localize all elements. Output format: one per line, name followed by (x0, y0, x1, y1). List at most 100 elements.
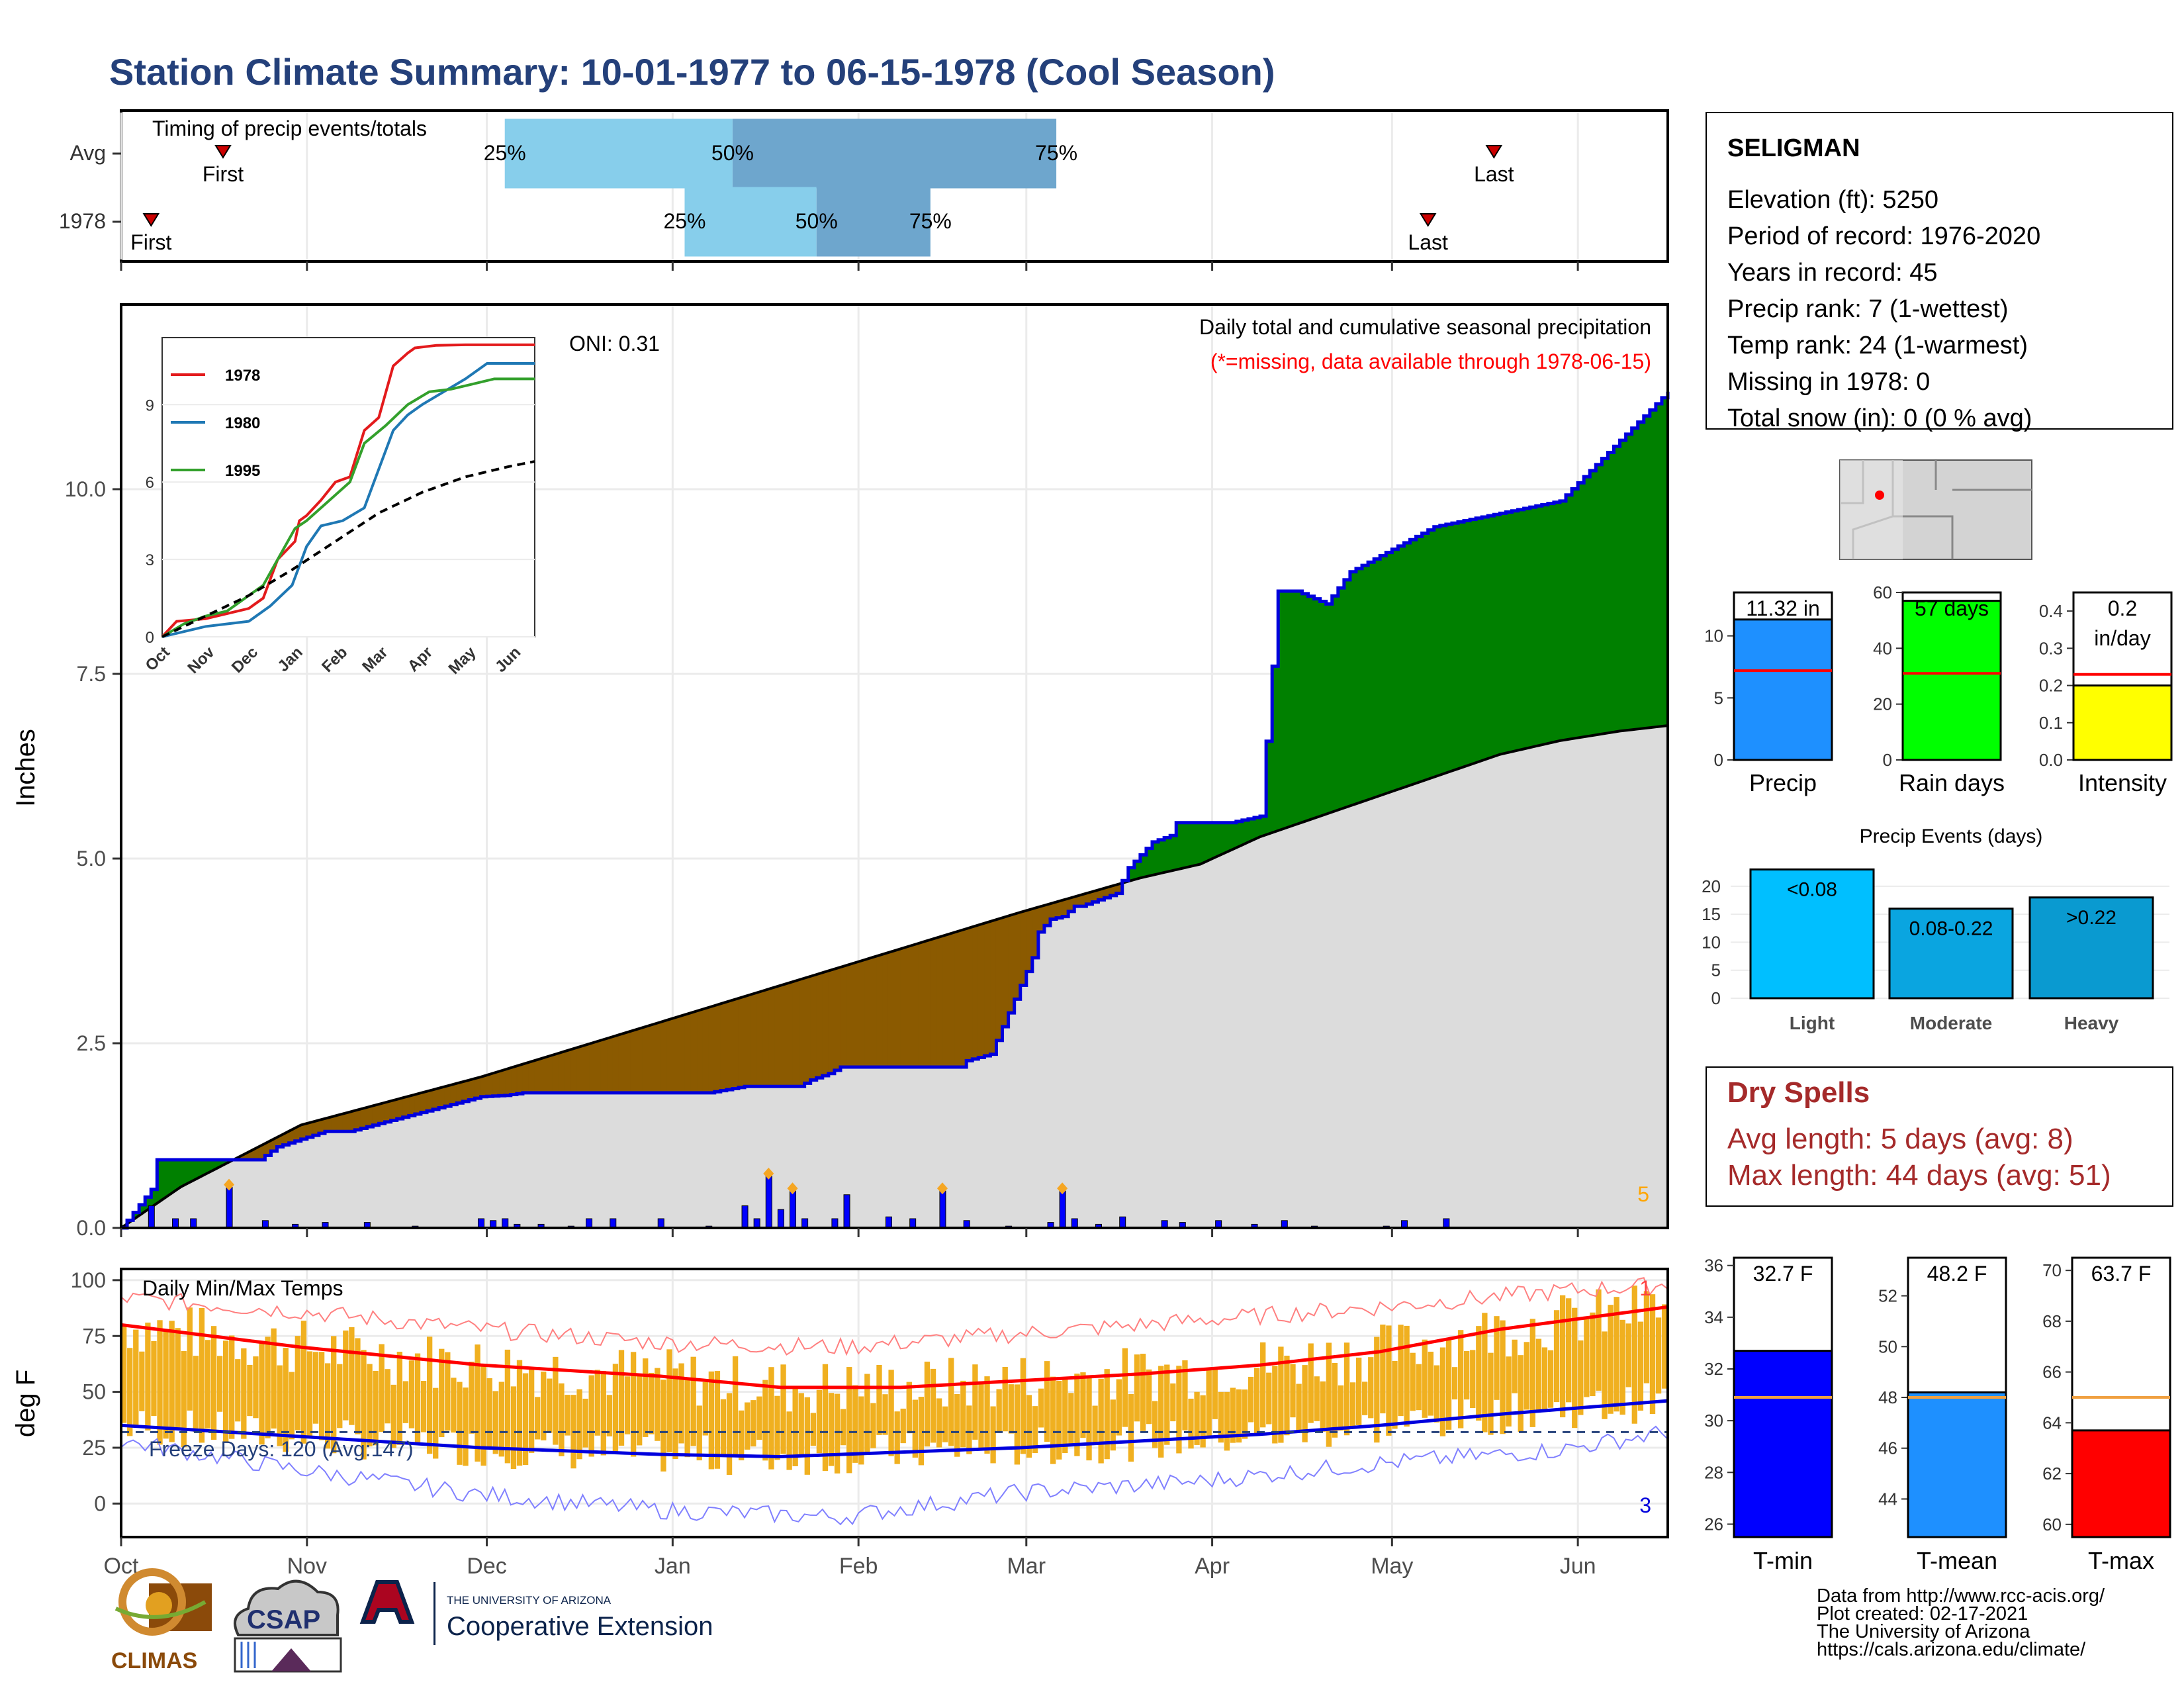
events-bar-1 (1888, 908, 2014, 1000)
below-average-area (342, 1111, 349, 1132)
daily-temp-bar (163, 1330, 169, 1439)
daily-temp-bar (1122, 1348, 1128, 1427)
daily-temp-bar (649, 1372, 655, 1434)
daily-temp-bar (618, 1350, 625, 1446)
below-average-area (894, 948, 901, 1068)
above-average-area (1607, 451, 1614, 733)
daily-temp-bar (457, 1382, 463, 1465)
daily-precip-bar (777, 1209, 784, 1229)
credits: Data from http://www.rcc-acis.org/ Plot … (1817, 1585, 2105, 1660)
daily-temp-bar (588, 1375, 594, 1457)
daily-temp-bar (181, 1351, 187, 1448)
daily-temp-bar (702, 1382, 708, 1436)
daily-temp-bar (1649, 1294, 1656, 1414)
below-average-area (630, 1029, 637, 1094)
above-average-area (1301, 593, 1309, 823)
station-line-elevation: Elevation (ft): 5250 (1727, 186, 1938, 214)
daily-temp-bar (1080, 1372, 1086, 1438)
below-average-area (762, 988, 769, 1087)
daily-temp-bar (1410, 1352, 1416, 1411)
precip-subtitle: (*=missing, data available through 1978-… (1210, 350, 1651, 373)
x-month-label: Mar (1007, 1554, 1046, 1579)
above-average-area (1428, 530, 1435, 780)
daily-temp-bar (145, 1323, 151, 1430)
daily-temp-bar (1380, 1324, 1386, 1414)
below-average-area (570, 1047, 577, 1094)
x-month-label: Feb (839, 1554, 878, 1579)
below-average-area (654, 1021, 661, 1094)
panel-ytick-label: 34 (1704, 1307, 1723, 1327)
above-average-area (1230, 822, 1237, 851)
daily-temp-bar (912, 1399, 919, 1458)
daily-temp-bar (1056, 1380, 1062, 1460)
daily-temp-bar (1625, 1323, 1631, 1387)
daily-temp-bar (1050, 1376, 1056, 1464)
daily-temp-bar (576, 1389, 582, 1460)
daily-temp-bar (858, 1396, 864, 1465)
above-average-area (1158, 839, 1165, 874)
daily-temp-bar (924, 1361, 931, 1447)
above-average-area (1577, 482, 1584, 739)
above-average-area (1224, 822, 1231, 854)
daily-temp-bar (1464, 1351, 1470, 1400)
daily-temp-bar (1422, 1339, 1428, 1418)
above-average-area (1589, 470, 1596, 737)
daily-temp-bar (936, 1398, 942, 1448)
panel-ytick-label: 32 (1704, 1359, 1723, 1379)
panel-ytick-label: 44 (1878, 1489, 1897, 1509)
daily-temp-bar (1326, 1342, 1332, 1447)
daily-temp-bar (1152, 1401, 1158, 1448)
inset-ytick-label: 3 (146, 551, 154, 569)
below-average-area (887, 950, 895, 1068)
daily-precip-bar (190, 1218, 197, 1229)
above-average-area (1524, 508, 1531, 749)
daily-temp-bar (1355, 1357, 1362, 1425)
daily-temp-bar (906, 1382, 912, 1434)
above-average-area (1355, 568, 1363, 805)
svg-text:Cooperative Extension: Cooperative Extension (447, 1612, 713, 1641)
daily-temp-bar (127, 1348, 133, 1436)
above-average-area (1583, 476, 1590, 737)
above-average-area (1475, 518, 1482, 763)
daily-temp-bar (780, 1364, 786, 1454)
below-average-area (912, 943, 919, 1068)
below-average-area (936, 935, 943, 1068)
daily-precip-bar (148, 1205, 155, 1229)
daily-temp-bar (241, 1348, 247, 1439)
daily-temp-bar (894, 1411, 900, 1464)
panel-ytick-label: 10 (1704, 626, 1723, 646)
daily-temp-bar (1230, 1387, 1236, 1443)
daily-temp-bar (840, 1409, 846, 1446)
daily-temp-bar (720, 1399, 727, 1455)
daily-temp-bar (510, 1386, 517, 1470)
daily-temp-bar (175, 1328, 181, 1430)
temp-corner-bottom: 3 (1639, 1493, 1651, 1517)
daily-temp-bar (528, 1369, 535, 1453)
daily-temp-bar (522, 1373, 529, 1466)
above-average-area (1320, 600, 1327, 817)
daily-temp-bar (756, 1396, 762, 1440)
station-line-snow: Total snow (in): 0 (0 % avg) (1727, 404, 2032, 432)
daily-temp-bar (1164, 1364, 1170, 1445)
below-average-area (582, 1043, 590, 1094)
below-average-area (672, 1016, 679, 1094)
below-average-area (492, 1070, 500, 1097)
daily-temp-bar (1524, 1342, 1529, 1410)
credit-line-4: https://cals.arizona.edu/climate/ (1817, 1639, 2086, 1660)
daily-temp-bar (762, 1380, 768, 1461)
daily-temp-bar (331, 1336, 337, 1454)
daily-temp-bar (660, 1380, 666, 1472)
above-average-area (1410, 539, 1417, 786)
daily-temp-bar (1602, 1331, 1608, 1419)
timing-q25-label: 25% (484, 141, 526, 165)
panel-bar-2 (2072, 684, 2173, 761)
precip-ytick-label: 2.5 (77, 1031, 106, 1055)
daily-temp-bar (600, 1370, 606, 1456)
panel-bar-0 (1733, 618, 1833, 761)
panel-bar-2 (2071, 1429, 2171, 1538)
below-average-area (660, 1019, 667, 1094)
daily-temp-bar (684, 1378, 690, 1458)
below-average-area (606, 1036, 614, 1094)
daily-temp-bar (1002, 1366, 1008, 1432)
daily-temp-bar (277, 1365, 283, 1446)
